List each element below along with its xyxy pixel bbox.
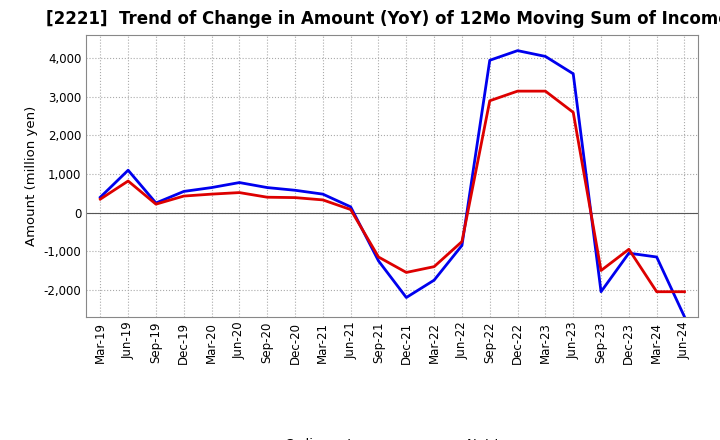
Ordinary Income (263, 185, 271, 190)
Net Income (485, 98, 494, 103)
Ordinary Income (430, 278, 438, 283)
Ordinary Income (541, 54, 550, 59)
Ordinary Income (346, 204, 355, 209)
Net Income (374, 254, 383, 260)
Line: Ordinary Income: Ordinary Income (100, 51, 685, 317)
Ordinary Income (179, 189, 188, 194)
Ordinary Income (597, 289, 606, 294)
Title: [2221]  Trend of Change in Amount (YoY) of 12Mo Moving Sum of Incomes: [2221] Trend of Change in Amount (YoY) o… (45, 10, 720, 28)
Net Income (624, 247, 633, 252)
Ordinary Income (235, 180, 243, 185)
Net Income (652, 289, 661, 294)
Net Income (346, 207, 355, 212)
Net Income (263, 194, 271, 200)
Ordinary Income (402, 295, 410, 300)
Net Income (541, 88, 550, 94)
Legend: Ordinary Income, Net Income: Ordinary Income, Net Income (237, 433, 548, 440)
Net Income (597, 268, 606, 273)
Net Income (124, 178, 132, 183)
Net Income (458, 239, 467, 244)
Net Income (291, 195, 300, 200)
Net Income (207, 191, 216, 197)
Ordinary Income (624, 250, 633, 256)
Ordinary Income (569, 71, 577, 77)
Net Income (513, 88, 522, 94)
Net Income (235, 190, 243, 195)
Net Income (179, 194, 188, 199)
Ordinary Income (374, 258, 383, 264)
Net Income (402, 270, 410, 275)
Ordinary Income (318, 191, 327, 197)
Ordinary Income (485, 58, 494, 63)
Ordinary Income (652, 254, 661, 260)
Ordinary Income (680, 314, 689, 319)
Net Income (680, 289, 689, 294)
Ordinary Income (207, 185, 216, 190)
Net Income (430, 264, 438, 269)
Ordinary Income (458, 243, 467, 248)
Line: Net Income: Net Income (100, 91, 685, 292)
Net Income (569, 110, 577, 115)
Net Income (152, 202, 161, 207)
Net Income (318, 197, 327, 202)
Ordinary Income (124, 168, 132, 173)
Ordinary Income (152, 200, 161, 205)
Ordinary Income (291, 187, 300, 193)
Ordinary Income (513, 48, 522, 53)
Net Income (96, 197, 104, 202)
Ordinary Income (96, 194, 104, 200)
Y-axis label: Amount (million yen): Amount (million yen) (25, 106, 38, 246)
